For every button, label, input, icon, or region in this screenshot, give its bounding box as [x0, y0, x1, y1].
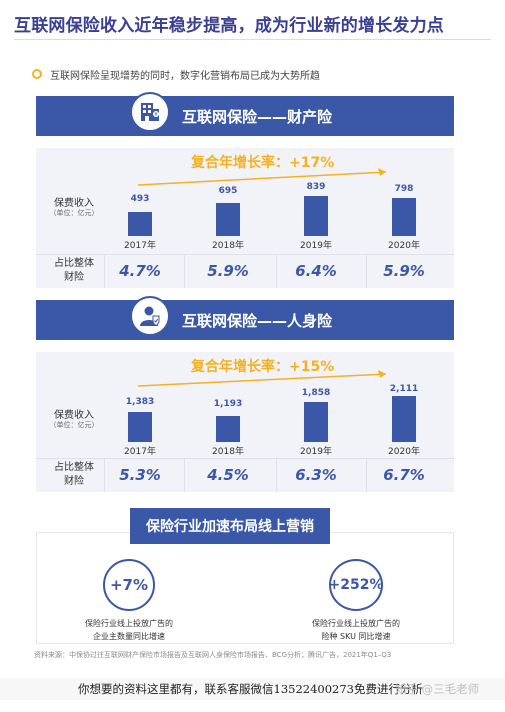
stat2-caption: 保险行业线上投放广告的 险种 SKU 同比增速: [312, 619, 400, 641]
page-title: 互联网保险收入近年稳步提高，成为行业新的增长发力点: [14, 16, 444, 36]
footer-band: [0, 678, 505, 700]
property-panel: 复合年增长率：+17% 保费收入 （单位：亿元） 493 695 839 798…: [36, 148, 454, 288]
life-unit-label: （单位：亿元）: [49, 421, 99, 429]
life-value-2020: 2,111: [389, 384, 419, 394]
property-row-divider: [36, 254, 454, 255]
life-bar-2020: [392, 396, 416, 442]
life-share-2017: 5.3%: [119, 466, 161, 484]
life-bar-2019: [304, 402, 328, 442]
life-year-2020: 2020年: [388, 447, 420, 457]
property-banner-title: 互联网保险——财产险: [182, 108, 333, 126]
property-bar-2019: [304, 196, 328, 236]
property-share-label: 占比整体 财险: [54, 258, 94, 283]
property-share-2019: 6.4%: [295, 262, 337, 280]
property-premium-label: 保费收入: [54, 198, 94, 209]
footer-contact: 你想要的资料这里都有，联系客服微信13522400273免费进行分析: [78, 682, 423, 696]
property-unit-label: （单位：亿元）: [49, 209, 99, 217]
life-bar-2017: [128, 412, 152, 442]
life-value-2017: 1,383: [125, 397, 155, 407]
property-year-2018: 2018年: [212, 241, 244, 251]
life-trend-arrow: [137, 370, 387, 387]
bullet-icon: [32, 69, 42, 79]
property-year-2017: 2017年: [124, 241, 156, 251]
life-share-2018: 4.5%: [207, 466, 249, 484]
property-share-2018: 5.9%: [207, 262, 249, 280]
life-share-2020: 6.7%: [383, 466, 425, 484]
person-shield-icon: [130, 296, 170, 336]
source-note: 资料来源：中保协过往互联网财产保险市场报告及互联网人身保险市场报告、BCG分析；…: [34, 651, 392, 659]
property-bar-2018: [216, 203, 240, 236]
property-value-2017: 493: [130, 194, 150, 204]
watermark: 知乎 @三毛老师: [395, 682, 480, 696]
life-share-label: 占比整体 财险: [54, 462, 94, 487]
life-year-2019: 2019年: [300, 447, 332, 457]
life-banner-title: 互联网保险——人身险: [182, 312, 333, 330]
life-panel: 复合年增长率：+15% 保费收入 （单位：亿元） 1,383 1,193 1,8…: [36, 352, 454, 492]
property-banner: ¥ 互联网保险——财产险: [36, 92, 454, 136]
property-value-2019: 839: [306, 182, 326, 192]
life-cagr: 复合年增长率：+15%: [191, 359, 335, 375]
property-value-2020: 798: [394, 184, 414, 194]
life-value-2018: 1,193: [213, 399, 243, 409]
bullet-text: 互联网保险呈现增势的同时，数字化营销布局已成为大势所趋: [50, 71, 320, 82]
life-row-divider: [36, 458, 454, 459]
life-share-2019: 6.3%: [295, 466, 337, 484]
title-divider: [14, 39, 491, 40]
life-premium-label: 保费收入: [54, 410, 94, 421]
property-bar-2017: [128, 212, 152, 236]
property-year-2019: 2019年: [300, 241, 332, 251]
property-trend-arrow: [137, 168, 387, 186]
stat1-circle: +7%: [103, 559, 155, 611]
online-marketing-box: +7% 保险行业线上投放广告的 企业主数量同比增速 +252% 保险行业线上投放广…: [36, 532, 454, 644]
life-year-2017: 2017年: [124, 447, 156, 457]
stat2-circle: +252%: [329, 559, 384, 611]
property-cagr: 复合年增长率：+17%: [191, 155, 335, 171]
building-icon: ¥: [130, 92, 170, 132]
property-year-2020: 2020年: [388, 241, 420, 251]
online-marketing-heading: 保险行业加速布局线上营销: [130, 508, 330, 544]
life-value-2019: 1,858: [301, 388, 331, 398]
svg-text:¥: ¥: [154, 112, 157, 118]
life-bar-2018: [216, 416, 240, 442]
property-share-2017: 4.7%: [119, 262, 161, 280]
stat1-caption: 保险行业线上投放广告的 企业主数量同比增速: [85, 619, 173, 641]
life-banner: 互联网保险——人身险: [36, 296, 454, 340]
property-value-2018: 695: [218, 186, 238, 196]
property-bar-2020: [392, 198, 416, 236]
property-share-2020: 5.9%: [383, 262, 425, 280]
life-year-2018: 2018年: [212, 447, 244, 457]
